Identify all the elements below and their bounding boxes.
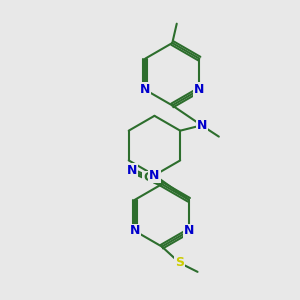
Text: N: N — [196, 119, 207, 132]
Text: N: N — [194, 83, 205, 96]
Text: N: N — [127, 164, 137, 177]
Text: C: C — [143, 171, 152, 184]
Text: N: N — [149, 169, 160, 182]
Text: N: N — [130, 224, 140, 238]
Text: N: N — [184, 224, 194, 238]
Text: S: S — [175, 256, 184, 269]
Text: N: N — [140, 83, 151, 96]
